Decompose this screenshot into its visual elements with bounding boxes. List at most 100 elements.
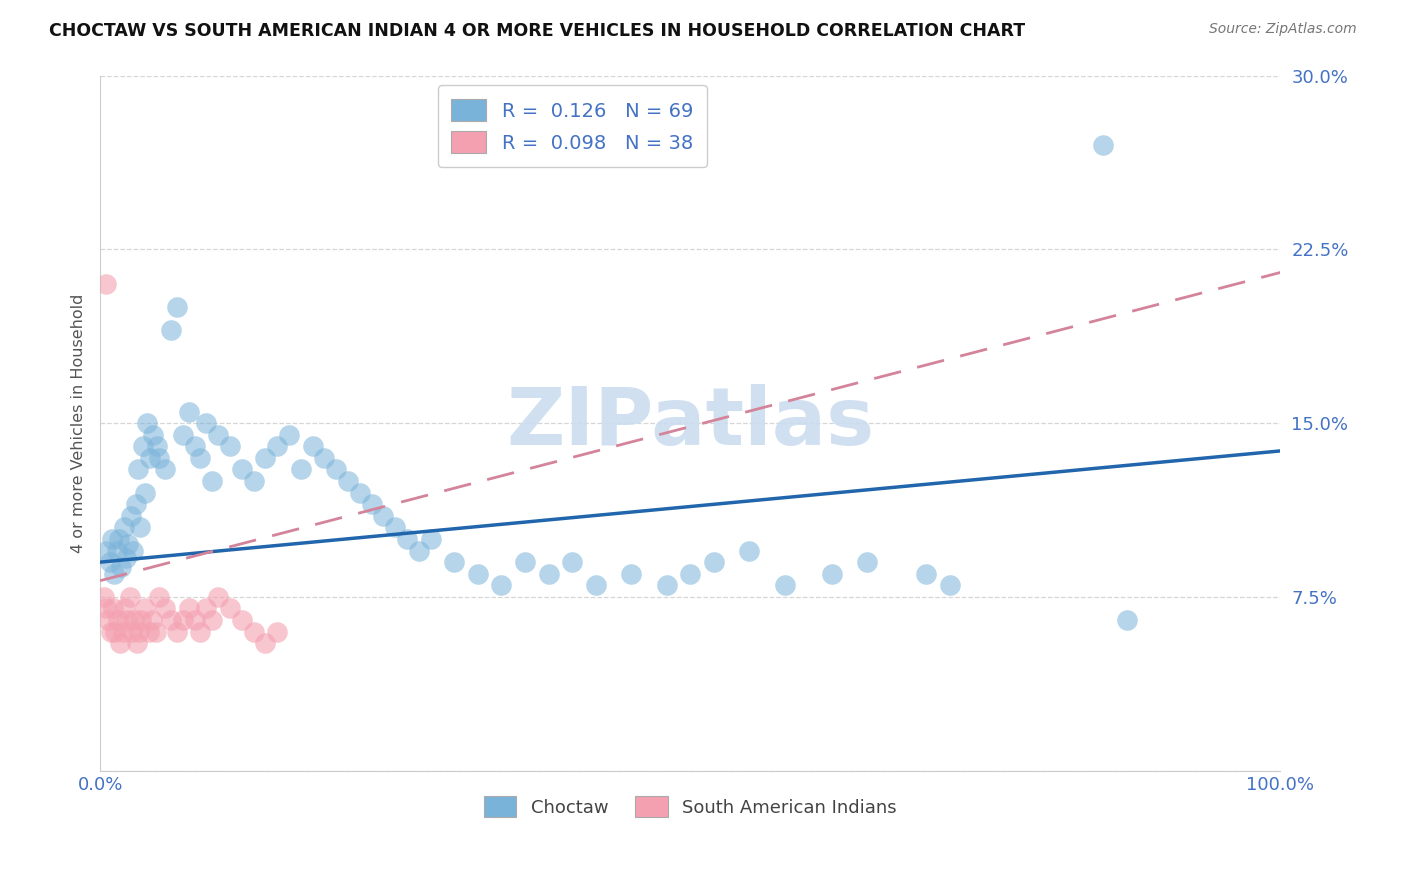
Point — [467, 566, 489, 581]
Point — [120, 508, 142, 523]
Point — [108, 636, 131, 650]
Point — [141, 613, 163, 627]
Point — [111, 624, 134, 639]
Point — [1092, 138, 1115, 153]
Point — [94, 543, 117, 558]
Point — [172, 427, 194, 442]
Point — [207, 427, 229, 442]
Point — [278, 427, 301, 442]
Point — [97, 613, 120, 627]
Point — [177, 601, 200, 615]
Point — [325, 462, 347, 476]
Point — [166, 300, 188, 314]
Point — [124, 613, 146, 627]
Point — [101, 601, 124, 615]
Point — [115, 550, 138, 565]
Point — [117, 613, 139, 627]
Point — [100, 624, 122, 639]
Point — [107, 613, 129, 627]
Point — [136, 416, 159, 430]
Point — [856, 555, 879, 569]
Point — [384, 520, 406, 534]
Point — [98, 555, 121, 569]
Point — [915, 566, 938, 581]
Point — [219, 601, 242, 615]
Point — [153, 601, 176, 615]
Point — [513, 555, 536, 569]
Point — [145, 624, 167, 639]
Point — [110, 559, 132, 574]
Point — [118, 590, 141, 604]
Point — [103, 566, 125, 581]
Point — [491, 578, 513, 592]
Point — [537, 566, 560, 581]
Point — [349, 485, 371, 500]
Point — [166, 624, 188, 639]
Point — [301, 439, 323, 453]
Point — [138, 624, 160, 639]
Point — [242, 624, 264, 639]
Point — [160, 323, 183, 337]
Text: CHOCTAW VS SOUTH AMERICAN INDIAN 4 OR MORE VEHICLES IN HOUSEHOLD CORRELATION CHA: CHOCTAW VS SOUTH AMERICAN INDIAN 4 OR MO… — [49, 22, 1025, 40]
Point — [939, 578, 962, 592]
Point — [122, 543, 145, 558]
Point — [121, 624, 143, 639]
Point — [172, 613, 194, 627]
Point — [124, 497, 146, 511]
Point — [108, 532, 131, 546]
Point — [1115, 613, 1137, 627]
Point — [585, 578, 607, 592]
Point — [114, 601, 136, 615]
Text: Source: ZipAtlas.com: Source: ZipAtlas.com — [1209, 22, 1357, 37]
Point — [129, 520, 152, 534]
Point — [94, 277, 117, 291]
Point — [201, 613, 224, 627]
Point — [131, 613, 153, 627]
Point — [207, 590, 229, 604]
Point — [314, 450, 336, 465]
Point — [142, 427, 165, 442]
Y-axis label: 4 or more Vehicles in Household: 4 or more Vehicles in Household — [72, 293, 86, 553]
Point — [738, 543, 761, 558]
Point — [101, 532, 124, 546]
Point — [134, 601, 156, 615]
Point — [134, 485, 156, 500]
Point — [419, 532, 441, 546]
Point — [773, 578, 796, 592]
Point — [219, 439, 242, 453]
Point — [94, 601, 117, 615]
Point — [360, 497, 382, 511]
Point — [231, 613, 253, 627]
Point — [190, 624, 212, 639]
Point — [290, 462, 312, 476]
Point — [105, 543, 128, 558]
Point — [620, 566, 643, 581]
Point — [183, 439, 205, 453]
Point — [395, 532, 418, 546]
Point — [177, 404, 200, 418]
Point — [146, 439, 169, 453]
Point — [201, 474, 224, 488]
Point — [131, 439, 153, 453]
Point — [821, 566, 844, 581]
Point — [195, 601, 218, 615]
Point — [679, 566, 702, 581]
Point — [266, 439, 288, 453]
Text: ZIPatlas: ZIPatlas — [506, 384, 875, 462]
Point — [117, 536, 139, 550]
Point — [231, 462, 253, 476]
Point — [160, 613, 183, 627]
Point — [183, 613, 205, 627]
Point — [104, 624, 127, 639]
Point — [190, 450, 212, 465]
Point — [128, 624, 150, 639]
Point — [148, 590, 170, 604]
Point — [195, 416, 218, 430]
Point — [127, 462, 149, 476]
Point — [125, 636, 148, 650]
Legend: Choctaw, South American Indians: Choctaw, South American Indians — [477, 789, 904, 824]
Point — [336, 474, 359, 488]
Point — [153, 462, 176, 476]
Point — [148, 450, 170, 465]
Point — [242, 474, 264, 488]
